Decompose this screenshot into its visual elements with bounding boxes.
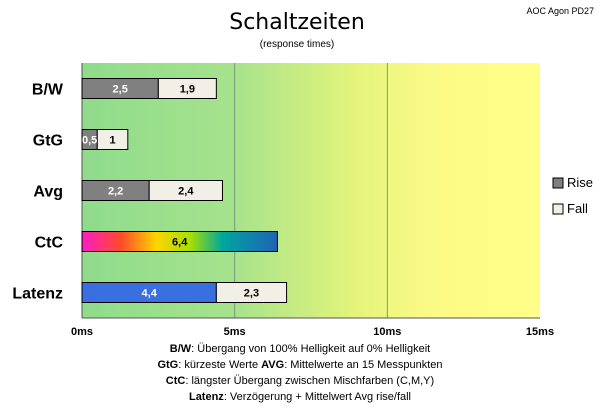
data-label: 2,3 [244,288,259,300]
footnote-line: GtG: kürzeste Werte AVG: Mittelwerte an … [157,359,442,371]
category-label: Avg [33,184,63,201]
footnote-line: B/W: Übergang von 100% Helligkeit auf 0%… [170,343,430,355]
data-label: 1,9 [180,84,195,96]
bar-fall [157,78,217,99]
data-label: 0,5 [82,135,97,147]
legend-swatch [552,203,564,215]
footnote-line: CtC: längster Übergang zwischen Mischfar… [166,375,434,387]
x-tick-label: 15ms [526,326,554,338]
x-tick-label: 0ms [71,326,93,338]
bar-segment [81,231,278,252]
bar-fall [148,180,223,201]
data-label: 1 [109,135,115,147]
data-label: 4,4 [142,288,158,300]
x-tick-label: 10ms [373,326,401,338]
category-label: GtG [33,133,63,150]
chart-title: Schaltzeiten [229,10,365,35]
legend-label: Fall [567,201,588,216]
data-label: 2,5 [113,84,128,96]
data-label: 2,4 [178,186,194,198]
category-label: B/W [32,82,64,99]
category-label: Latenz [12,286,63,303]
legend-label: Rise [567,175,593,190]
monitor-model-label: AOC Agon PD27 [526,6,594,16]
category-label: CtC [35,235,64,252]
data-label: 6,4 [172,237,188,249]
legend-swatch [552,177,564,189]
bar-fall [96,129,129,150]
footnote-line: Latenz: Verzögerung + Mittelwert Avg ris… [189,391,411,403]
x-tick-label: 5ms [224,326,246,338]
data-label: 2,2 [108,186,123,198]
bar-fall [215,282,288,303]
chart-subtitle: (response times) [260,39,334,50]
